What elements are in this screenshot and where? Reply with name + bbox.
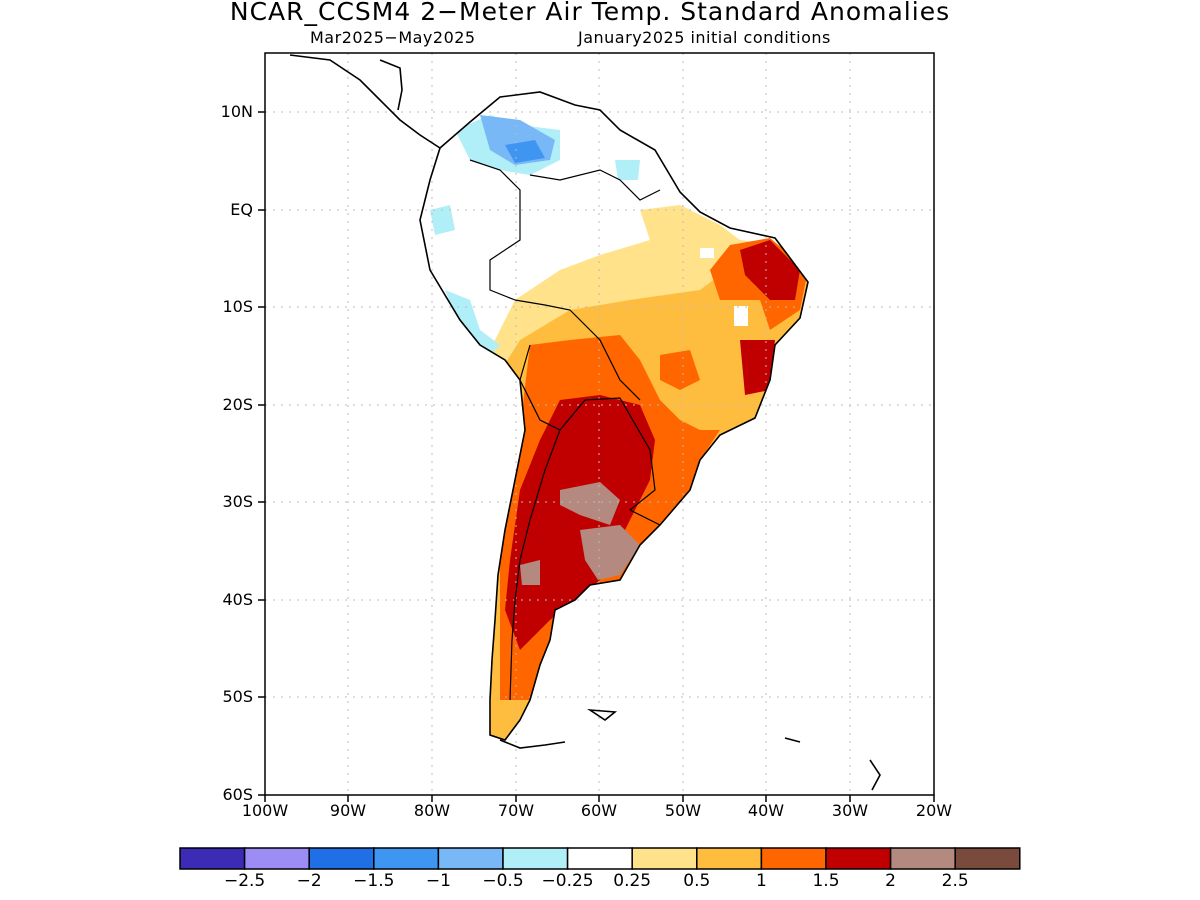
colorbar-swatch xyxy=(502,847,569,870)
lat-label: 60S xyxy=(222,785,253,804)
lon-label: 20W xyxy=(915,801,953,820)
colorbar-label: 0.25 xyxy=(613,871,652,891)
colorbar-swatch xyxy=(566,847,633,870)
colorbar-swatch xyxy=(954,847,1021,870)
chart-title: NCAR_CCSM4 2−Meter Air Temp. Standard An… xyxy=(229,0,951,26)
init-conditions-subtitle: January2025 initial conditions xyxy=(578,28,831,47)
lat-label: 40S xyxy=(222,590,253,609)
lon-label: 100W xyxy=(241,801,289,820)
country-borders xyxy=(469,159,661,701)
axis-ticks xyxy=(258,111,935,802)
colorbar-swatch xyxy=(825,847,892,870)
colorbar-label: −1 xyxy=(425,871,451,891)
colorbar-swatch xyxy=(889,847,956,870)
colorbar-swatch xyxy=(437,847,504,870)
lat-label: 20S xyxy=(222,395,253,414)
lat-label: 30S xyxy=(222,492,253,511)
colorbar-swatch xyxy=(308,847,375,870)
colorbar-swatch xyxy=(179,847,246,870)
colorbar-label: −0.5 xyxy=(482,871,524,891)
lon-label: 30W xyxy=(831,801,869,820)
lat-label: EQ xyxy=(230,200,253,219)
lon-label: 70W xyxy=(497,801,535,820)
lon-label: 80W xyxy=(413,801,451,820)
colorbar-label: −2 xyxy=(296,871,322,891)
lon-label: 40W xyxy=(747,801,785,820)
colorbar-label: 1.5 xyxy=(812,871,840,891)
lon-label: 60W xyxy=(580,801,618,820)
lon-label: 90W xyxy=(329,801,367,820)
colorbar-label: −2.5 xyxy=(223,871,266,891)
colorbar-swatch xyxy=(631,847,698,870)
lat-label: 50S xyxy=(222,687,253,706)
colorbar-swatch xyxy=(373,847,440,870)
colorbar-swatch xyxy=(696,847,763,870)
season-subtitle: Mar2025−May2025 xyxy=(310,28,476,47)
colorbar-swatch xyxy=(760,847,827,870)
colorbar-label: 1 xyxy=(755,871,767,891)
colorbar-label: −0.25 xyxy=(541,871,594,891)
lon-label: 50W xyxy=(664,801,702,820)
lat-label: 10N xyxy=(220,102,253,121)
colorbar-label: 2.5 xyxy=(941,871,969,891)
colorbar-swatch xyxy=(243,847,310,870)
colorbar-label: 0.5 xyxy=(683,871,711,891)
lat-label: 10S xyxy=(222,297,253,316)
colorbar-label: −1.5 xyxy=(353,871,395,891)
coastlines xyxy=(289,54,881,791)
colorbar-label: 2 xyxy=(885,871,896,891)
